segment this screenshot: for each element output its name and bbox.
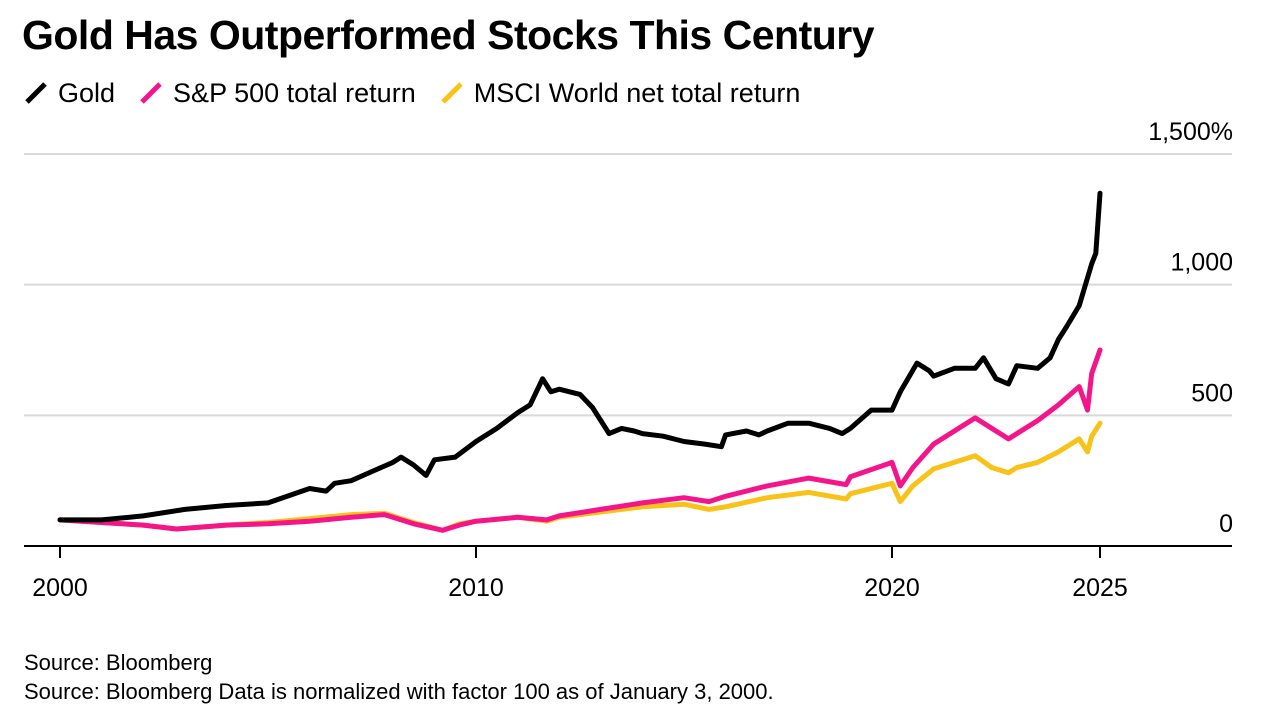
- legend-label: Gold: [58, 77, 116, 108]
- y-tick-label: 500: [1191, 379, 1233, 407]
- legend-swatch-icon: [440, 82, 463, 104]
- legend-label: MSCI World net total return: [473, 77, 801, 108]
- x-tick-label: 2000: [32, 574, 88, 602]
- legend-item-msci-world: MSCI World net total return: [440, 77, 801, 109]
- x-tick-label: 2010: [448, 574, 504, 602]
- source-note: Source: Bloomberg: [24, 650, 213, 675]
- footer: Source: Bloomberg Source: Bloomberg Data…: [24, 648, 774, 706]
- tick-labels: 0 500 1,000 1,500% 2000 2010 2020 2025: [32, 118, 1233, 602]
- normalization-note: Source: Bloomberg Data is normalized wit…: [24, 679, 774, 704]
- chart-legend: Gold S&P 500 total return MSCI World net…: [24, 76, 824, 110]
- legend-label: S&P 500 total return: [173, 77, 416, 108]
- line-chart: 0 500 1,000 1,500% 2000 2010 2020 2025: [24, 118, 1233, 602]
- y-tick-label: 1,000: [1170, 249, 1233, 277]
- x-tick-label: 2025: [1072, 574, 1128, 602]
- series-line-gold: [57, 190, 1103, 523]
- series-line-msci-world-net-total-return: [57, 420, 1103, 533]
- x-tick-label: 2020: [864, 574, 920, 602]
- legend-swatch-icon: [25, 82, 47, 104]
- y-tick-label: 0: [1219, 510, 1233, 538]
- axes: [24, 545, 1232, 558]
- legend-item-sp500: S&P 500 total return: [139, 78, 416, 109]
- gridlines: [24, 153, 1232, 417]
- series-lines: [57, 190, 1103, 533]
- y-tick-label: 1,500%: [1148, 118, 1233, 146]
- chart-title: Gold Has Outperformed Stocks This Centur…: [22, 12, 875, 58]
- legend-item-gold: Gold: [24, 78, 115, 109]
- legend-swatch-icon: [140, 82, 162, 104]
- series-line-s-p-500-total-return: [57, 347, 1103, 533]
